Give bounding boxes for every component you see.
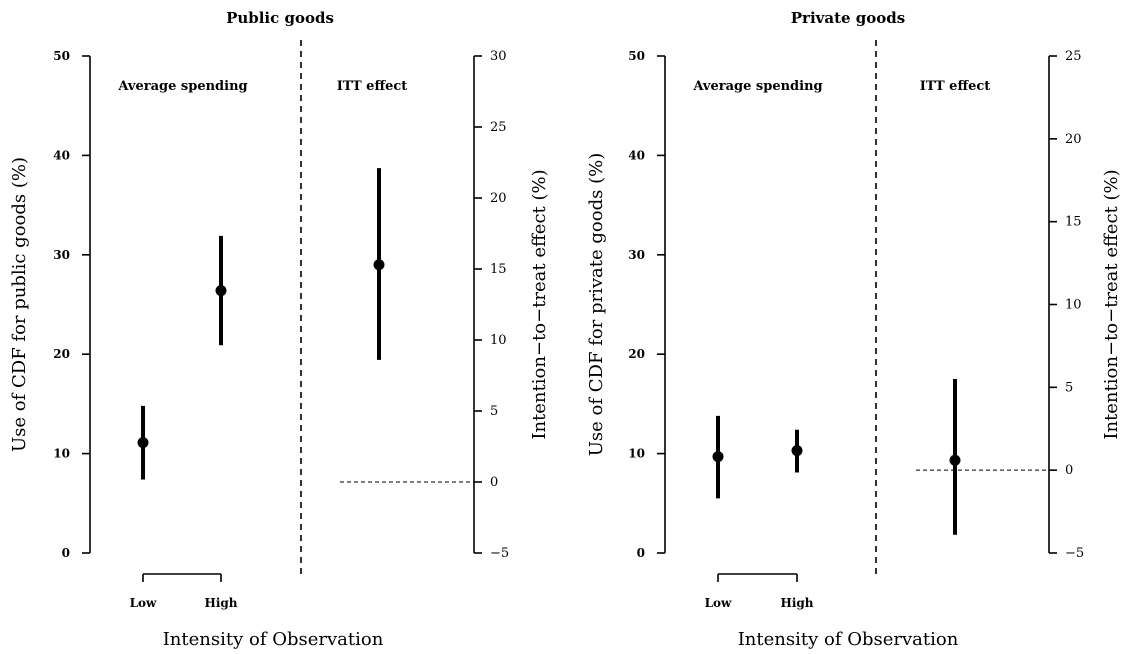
- panel-2-left-tick-label: 0: [637, 546, 645, 560]
- panel-2-left-tick-label: 10: [628, 447, 645, 461]
- panel-2-xlabel: Intensity of Observation: [738, 629, 959, 650]
- panel-2-right-tick-label: 20: [1065, 132, 1082, 147]
- panel-1-title: Public goods: [226, 9, 334, 27]
- panel-2-section-label-right: ITT effect: [920, 79, 991, 94]
- panel-2-category-label-high: High: [780, 596, 813, 610]
- panel-1-point-high: [215, 285, 227, 297]
- panel-1-left-tick-label: 0: [62, 546, 70, 560]
- panel-1-xlabel: Intensity of Observation: [163, 629, 384, 650]
- panel-1-right-tick-label: 15: [490, 262, 507, 277]
- panel-1-right-tick-label: 10: [490, 333, 507, 348]
- panel-1-ylabel-left: Use of CDF for public goods (%): [9, 157, 30, 452]
- panel-1-point-low: [137, 437, 149, 449]
- panel-2-right-tick-label: 0: [1065, 463, 1073, 478]
- panel-2-itt-point: [949, 454, 961, 466]
- panel-2-category-label-low: Low: [705, 596, 732, 610]
- panel-2-left-tick-label: 50: [628, 49, 645, 63]
- panel-1-category-label-high: High: [204, 596, 237, 610]
- panel-1-category-label-low: Low: [130, 596, 157, 610]
- panel-2-title: Private goods: [791, 9, 905, 27]
- panel-2-right-tick-label: 10: [1065, 298, 1082, 313]
- panel-2-right-tick-label: −5: [1065, 546, 1084, 561]
- panel-1-left-tick-label: 30: [53, 248, 70, 262]
- panel-1-right-tick-label: 0: [490, 475, 498, 490]
- panel-1-right-tick-label: 20: [490, 191, 507, 206]
- panel-1-left-tick-label: 40: [53, 148, 70, 162]
- panel-2-ylabel-right: Intention−to−treat effect (%): [1101, 169, 1122, 439]
- panel-1-ylabel-right: Intention−to−treat effect (%): [529, 169, 550, 439]
- panel-1-section-label-right: ITT effect: [337, 79, 408, 94]
- panel-2-left-tick-label: 30: [628, 248, 645, 262]
- panel-2-right-tick-label: 15: [1065, 215, 1082, 230]
- panel-2-section-label-left: Average spending: [692, 79, 822, 94]
- panel-1-left-tick-label: 10: [53, 447, 70, 461]
- panel-1-section-label-left: Average spending: [117, 79, 247, 94]
- panel-1-right-tick-label: −5: [490, 546, 509, 561]
- panel-2-point-low: [712, 451, 724, 463]
- panel-1-right-tick-label: 30: [490, 49, 507, 64]
- panel-1-right-tick-label: 25: [490, 120, 507, 135]
- panel-1-itt-point: [373, 259, 385, 271]
- panel-2-point-high: [791, 445, 803, 457]
- panel-2-right-tick-label: 25: [1065, 49, 1082, 64]
- panel-1-right-tick-label: 5: [490, 404, 498, 419]
- panel-2-right-tick-label: 5: [1065, 380, 1073, 395]
- panel-2-left-tick-label: 40: [628, 148, 645, 162]
- panel-2-ylabel-left: Use of CDF for private goods (%): [586, 153, 607, 456]
- panel-2-left-tick-label: 20: [628, 347, 645, 361]
- panel-1-left-tick-label: 50: [53, 49, 70, 63]
- panel-1-left-tick-label: 20: [53, 347, 70, 361]
